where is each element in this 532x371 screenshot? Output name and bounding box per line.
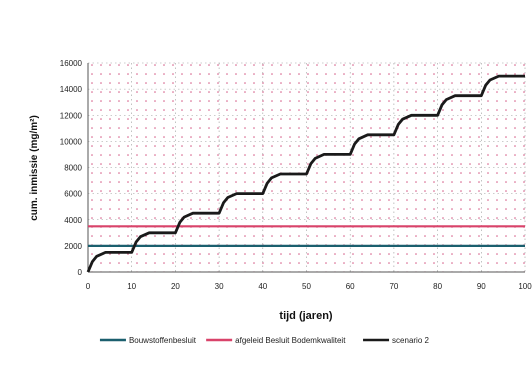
x-tick-label: 80 xyxy=(433,282,442,291)
y-tick-label: 12000 xyxy=(60,111,83,120)
y-tick-label: 10000 xyxy=(60,137,83,146)
y-tick-label: 16000 xyxy=(60,59,83,68)
y-tick-label: 4000 xyxy=(64,216,82,225)
y-tick-label: 6000 xyxy=(64,190,82,199)
series-group xyxy=(86,74,525,273)
series-line xyxy=(86,74,525,273)
y-tick-label: 0 xyxy=(78,268,83,277)
x-tick-label: 30 xyxy=(215,282,224,291)
legend-label: scenario 2 xyxy=(392,336,429,345)
x-tick-label: 100 xyxy=(518,282,532,291)
y-axis-title: cum. inmissie (mg/m²) xyxy=(29,115,40,221)
legend-label: afgeleid Besluit Bodemkwaliteit xyxy=(235,336,346,345)
x-axis-title: tijd (jaren) xyxy=(279,310,333,322)
y-tick-label: 14000 xyxy=(60,85,83,94)
x-tick-label: 50 xyxy=(302,282,311,291)
x-tick-label: 20 xyxy=(171,282,180,291)
y-tick-label: 8000 xyxy=(64,164,82,173)
legend-label: Bouwstoffenbesluit xyxy=(129,336,197,345)
x-tick-label: 90 xyxy=(477,282,486,291)
tick-labels: 0 2000 4000 6000 8000 10000 12000 14000 16000 0 10… xyxy=(60,59,532,291)
legend: Bouwstoffenbesluit afgeleid Besluit Bodem… xyxy=(99,336,430,345)
x-tick-label: 0 xyxy=(86,282,91,291)
x-tick-label: 70 xyxy=(389,282,398,291)
x-tick-label: 60 xyxy=(346,282,355,291)
x-tick-label: 40 xyxy=(258,282,267,291)
y-tick-label: 2000 xyxy=(64,242,82,251)
axes xyxy=(87,63,525,273)
x-tick-label: 10 xyxy=(127,282,136,291)
